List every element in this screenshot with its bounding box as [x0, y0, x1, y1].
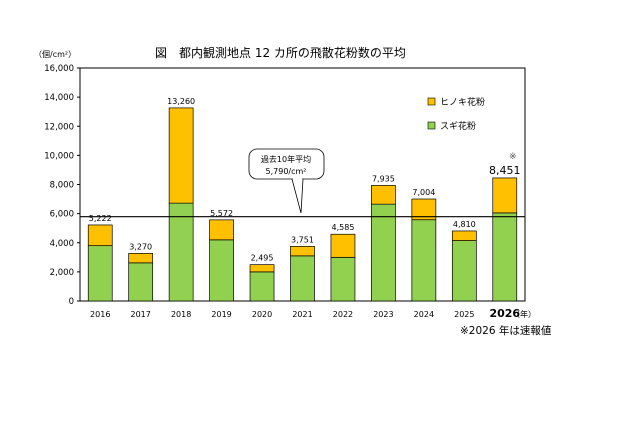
bar-hinoki-2016 — [87, 224, 113, 247]
legend-label: スギ花粉 — [440, 120, 476, 132]
x-axis: 2016 2017 2018 2019 2020 2021 2022 2023 2024 2025… — [90, 307, 520, 320]
bar-hinoki-2025 — [451, 230, 477, 241]
y-tick-label: 8,000 — [50, 181, 74, 191]
bar-hinoki-2022 — [330, 233, 356, 258]
bar-hinoki-2023 — [371, 185, 396, 205]
bar-hinoki-2024 — [411, 198, 437, 221]
highlight-mark: ※ — [509, 152, 517, 162]
y-tick-label: 12,000 — [44, 122, 74, 132]
bar-sugi-2026 — [492, 212, 518, 302]
bar-sugi-2021 — [290, 255, 315, 302]
bar-hinoki-2018 — [168, 107, 194, 204]
x-tick-label-2021: 2021 — [292, 310, 312, 319]
x-tick-label-2023: 2023 — [373, 310, 393, 319]
bar-sugi-2023 — [371, 203, 396, 302]
data-label-total-2017: 3,270 — [129, 242, 152, 251]
x-tick-label-2017: 2017 — [131, 310, 151, 319]
bar-sugi-2016 — [87, 245, 113, 302]
y-tick-label: 16,000 — [44, 64, 74, 74]
y-tick-label: 4,000 — [50, 239, 74, 249]
bar-sugi-2017 — [128, 262, 154, 302]
y-tick-label: 10,000 — [44, 151, 74, 161]
data-label-total-2026: 8,451 — [489, 164, 521, 177]
data-label-total-2021: 3,751 — [291, 235, 314, 244]
bar-hinoki-2017 — [128, 253, 154, 264]
bar-series: 5,222 3,270 13,260 5,572 2,495 3,751 4,585 7,93… — [87, 97, 521, 302]
x-axis-unit: （年） — [512, 309, 536, 319]
x-tick-label-2022: 2022 — [333, 310, 353, 319]
bar-hinoki-2026 — [492, 177, 518, 214]
x-tick-label-2019: 2019 — [211, 310, 231, 319]
data-label-total-2016: 5,222 — [89, 214, 112, 223]
average-label-title: 過去10年平均 — [261, 154, 311, 164]
data-label-total-2024: 7,004 — [412, 188, 435, 197]
data-label-total-2018: 13,260 — [167, 97, 195, 106]
y-tick-label: 2,000 — [50, 268, 74, 278]
x-tick-label-2020: 2020 — [252, 310, 272, 319]
average-line-group: 過去10年平均 5,790/cm² — [80, 148, 525, 218]
data-label-total-2022: 4,585 — [332, 223, 355, 232]
x-tick-label-2026: 2026 — [489, 307, 520, 320]
footnote: ※2026 年は速報値 — [460, 324, 552, 337]
bar-sugi-2024 — [411, 219, 437, 302]
data-label-total-2019: 5,572 — [210, 209, 233, 218]
x-tick-label-2018: 2018 — [171, 310, 191, 319]
bar-hinoki-2021 — [290, 246, 315, 257]
bar-sugi-2025 — [451, 240, 477, 302]
y-tick-label: 14,000 — [44, 93, 74, 103]
average-label-value: 5,790/cm² — [266, 167, 307, 176]
x-tick-label-2025: 2025 — [454, 310, 474, 319]
bar-sugi-2019 — [209, 239, 234, 302]
legend-swatch — [427, 97, 436, 106]
bar-sugi-2020 — [249, 271, 275, 302]
y-axis-unit: （個/cm²） — [34, 49, 76, 59]
average-callout-pointer — [291, 178, 304, 214]
data-label-total-2020: 2,495 — [251, 254, 274, 263]
y-tick-label: 6,000 — [50, 210, 74, 220]
legend-swatch — [427, 121, 436, 130]
y-axis: 0 2,000 4,000 6,000 8,000 10,000 12,000 14,000 1… — [44, 64, 80, 307]
bar-sugi-2022 — [330, 256, 356, 302]
legend-label: ヒノキ花粉 — [440, 96, 485, 108]
x-tick-label-2016: 2016 — [90, 310, 110, 319]
data-label-total-2025: 4,810 — [453, 220, 476, 229]
bar-hinoki-2019 — [209, 219, 234, 241]
x-tick-label-2024: 2024 — [414, 310, 434, 319]
chart-title: 図 都内観測地点 12 カ所の飛散花粉数の平均 — [155, 45, 406, 60]
average-callout-box — [248, 148, 325, 180]
data-label-total-2023: 7,935 — [372, 174, 395, 183]
y-tick-label: 0 — [69, 297, 74, 307]
bar-sugi-2018 — [168, 202, 194, 302]
bar-hinoki-2020 — [249, 264, 275, 273]
